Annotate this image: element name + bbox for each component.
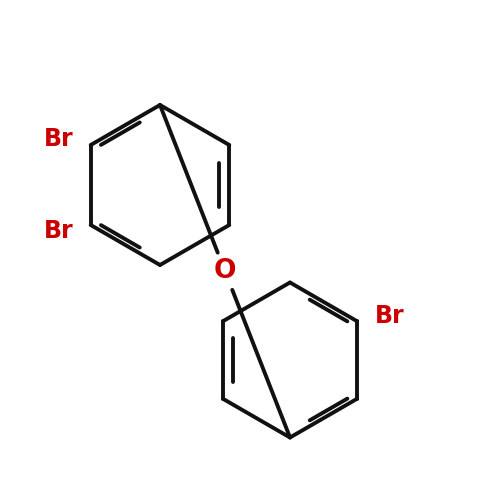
Text: O: O [214, 258, 236, 284]
Text: Br: Br [44, 127, 73, 151]
Text: Br: Br [44, 219, 73, 243]
Text: Br: Br [374, 304, 404, 328]
